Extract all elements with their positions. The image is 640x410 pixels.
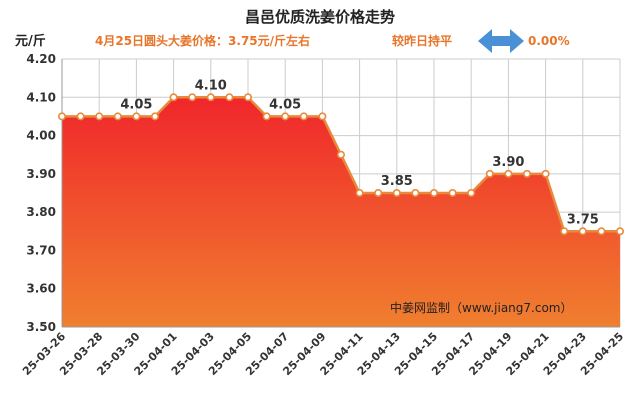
data-point (597, 227, 606, 236)
data-point (615, 227, 624, 236)
watermark: 中姜网监制（www.jiang7.com） (390, 300, 572, 315)
data-point (504, 169, 513, 178)
data-label: 3.90 (492, 155, 524, 170)
data-point (448, 189, 457, 198)
data-point (132, 112, 141, 121)
data-point (560, 227, 569, 236)
data-point (336, 150, 345, 159)
y-axis-ticks: 3.50 3.60 3.70 3.80 3.90 4.00 4.10 4.20 (26, 52, 56, 334)
price-summary: 4月25日圆头大姜价格：3.75元/斤左右 (95, 33, 310, 48)
data-point (467, 189, 476, 198)
data-point (374, 189, 383, 198)
data-point (95, 112, 104, 121)
data-point (355, 189, 364, 198)
data-point (392, 189, 401, 198)
axes (61, 59, 620, 328)
y-tick-label: 4.00 (26, 129, 56, 143)
data-label: 3.75 (567, 212, 599, 227)
data-point (225, 93, 234, 102)
y-tick-label: 3.70 (26, 243, 56, 257)
price-area (62, 97, 620, 328)
data-label: 4.05 (269, 97, 301, 112)
data-point (281, 112, 290, 121)
x-axis-ticks: 25-03-2625-03-2825-03-3025-04-0125-04-03… (20, 330, 626, 378)
double-arrow-icon (478, 29, 524, 53)
data-point (169, 93, 178, 102)
chart-title: 昌邑优质洗姜价格走势 (245, 8, 395, 26)
data-point (541, 169, 550, 178)
y-unit-label: 元/斤 (15, 33, 46, 49)
data-point (188, 93, 197, 102)
compare-text: 较昨日持平 (392, 33, 452, 48)
data-point (411, 189, 420, 198)
price-area-fill (62, 97, 620, 328)
data-point (151, 112, 160, 121)
data-points (57, 93, 624, 236)
data-label: 3.85 (381, 174, 413, 189)
y-tick-label: 3.60 (26, 282, 56, 296)
data-point (299, 112, 308, 121)
change-percent: 0.00% (528, 34, 570, 48)
data-point (262, 112, 271, 121)
y-tick-label: 4.20 (26, 52, 56, 66)
y-tick-label: 4.10 (26, 90, 56, 104)
data-labels: 4.05 4.10 4.05 3.85 3.90 3.75 (120, 78, 598, 227)
data-point (578, 227, 587, 236)
data-point (57, 112, 66, 121)
data-point (318, 112, 327, 121)
data-label: 4.10 (195, 78, 227, 93)
y-tick-label: 3.50 (26, 320, 56, 334)
data-point (485, 169, 494, 178)
data-point (76, 112, 85, 121)
data-point (206, 93, 215, 102)
data-point (429, 189, 438, 198)
data-label: 4.05 (120, 97, 152, 112)
data-point (244, 93, 253, 102)
data-point (113, 112, 122, 121)
y-tick-label: 3.90 (26, 167, 56, 181)
data-point (522, 169, 531, 178)
y-tick-label: 3.80 (26, 205, 56, 219)
